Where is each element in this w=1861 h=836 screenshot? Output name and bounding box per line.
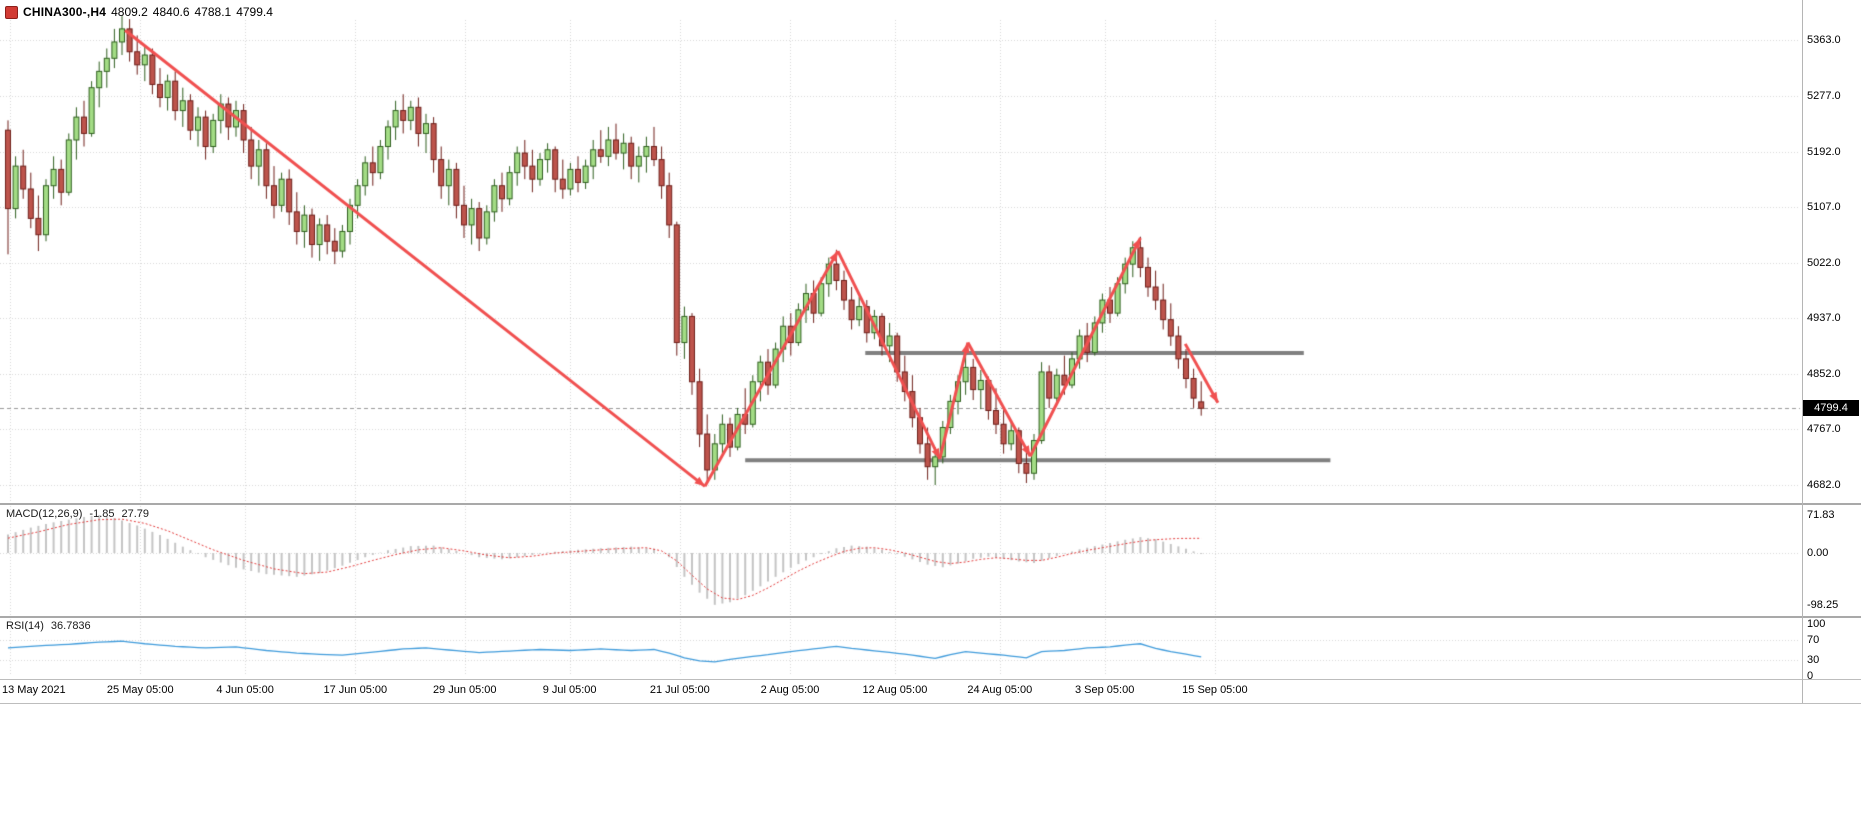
price-axis-label: 4937.0	[1807, 312, 1841, 325]
price-axis-label: 4767.0	[1807, 423, 1841, 436]
price-axis-border	[1802, 0, 1803, 703]
rsi-axis-label: 0	[1807, 670, 1814, 682]
macd-axis-label: 71.83	[1807, 509, 1835, 521]
quote-low: 4788.1	[194, 5, 232, 19]
rsi-panel-title: RSI(14) 36.7836	[6, 620, 91, 632]
rsi-value: 36.7836	[50, 620, 91, 632]
time-axis-label: 25 May 05:00	[106, 684, 174, 696]
price-axis-label: 5277.0	[1807, 90, 1841, 103]
quote-open: 4809.2	[111, 5, 148, 19]
time-axis-label: 2 Aug 05:00	[760, 684, 820, 696]
chart-header: CHINA300-,H4 4809.2 4840.6 4788.1 4799.4	[5, 5, 273, 19]
quote-close: 4799.4	[236, 5, 273, 19]
current-price-tag: 4799.4	[1803, 400, 1859, 417]
rsi-panel-separator[interactable]	[0, 616, 1861, 618]
price-axis-label: 5363.0	[1807, 34, 1841, 46]
macd-signal-value: 27.79	[121, 508, 150, 520]
price-axis-label: 4852.0	[1807, 367, 1841, 380]
rsi-axis-label: 100	[1807, 618, 1826, 630]
time-axis-separator	[0, 679, 1861, 680]
symbol-chart-icon	[5, 5, 18, 19]
macd-axis-label: -98.25	[1807, 598, 1839, 611]
price-axis-label: 5192.0	[1807, 145, 1841, 158]
time-axis-label: 12 Aug 05:00	[862, 684, 928, 696]
time-axis-label: 21 Jul 05:00	[649, 684, 710, 696]
macd-main-value: -1.85	[89, 508, 115, 520]
macd-axis-label: 0.00	[1807, 547, 1829, 559]
candlestick-chart-canvas[interactable]	[0, 0, 1861, 706]
price-axis-label: 4682.0	[1807, 479, 1841, 491]
quote-high: 4840.6	[152, 5, 190, 19]
rsi-indicator-label: RSI(14)	[6, 620, 44, 632]
rsi-axis-label: 30	[1807, 654, 1820, 667]
time-axis-label: 24 Aug 05:00	[967, 684, 1033, 696]
price-axis-label: 5107.0	[1807, 201, 1841, 214]
time-axis-label: 9 Jul 05:00	[542, 684, 597, 696]
time-axis-label: 3 Sep 05:00	[1075, 684, 1135, 696]
time-axis-label: 29 Jun 05:00	[432, 684, 497, 696]
macd-panel-title: MACD(12,26,9) -1.85 27.79	[6, 508, 149, 520]
macd-indicator-label: MACD(12,26,9)	[6, 508, 83, 520]
symbol-period-label: CHINA300-,H4	[23, 5, 107, 19]
rsi-axis-label: 70	[1807, 633, 1820, 646]
time-axis-label: 15 Sep 05:00	[1182, 684, 1248, 696]
chart-bottom-border	[0, 703, 1861, 704]
time-axis-label: 13 May 2021	[2, 684, 66, 696]
time-axis-label: 4 Jun 05:00	[216, 684, 274, 696]
time-axis-label: 17 Jun 05:00	[323, 684, 388, 696]
price-axis-label: 5022.0	[1807, 256, 1841, 269]
macd-panel-separator[interactable]	[0, 503, 1861, 505]
